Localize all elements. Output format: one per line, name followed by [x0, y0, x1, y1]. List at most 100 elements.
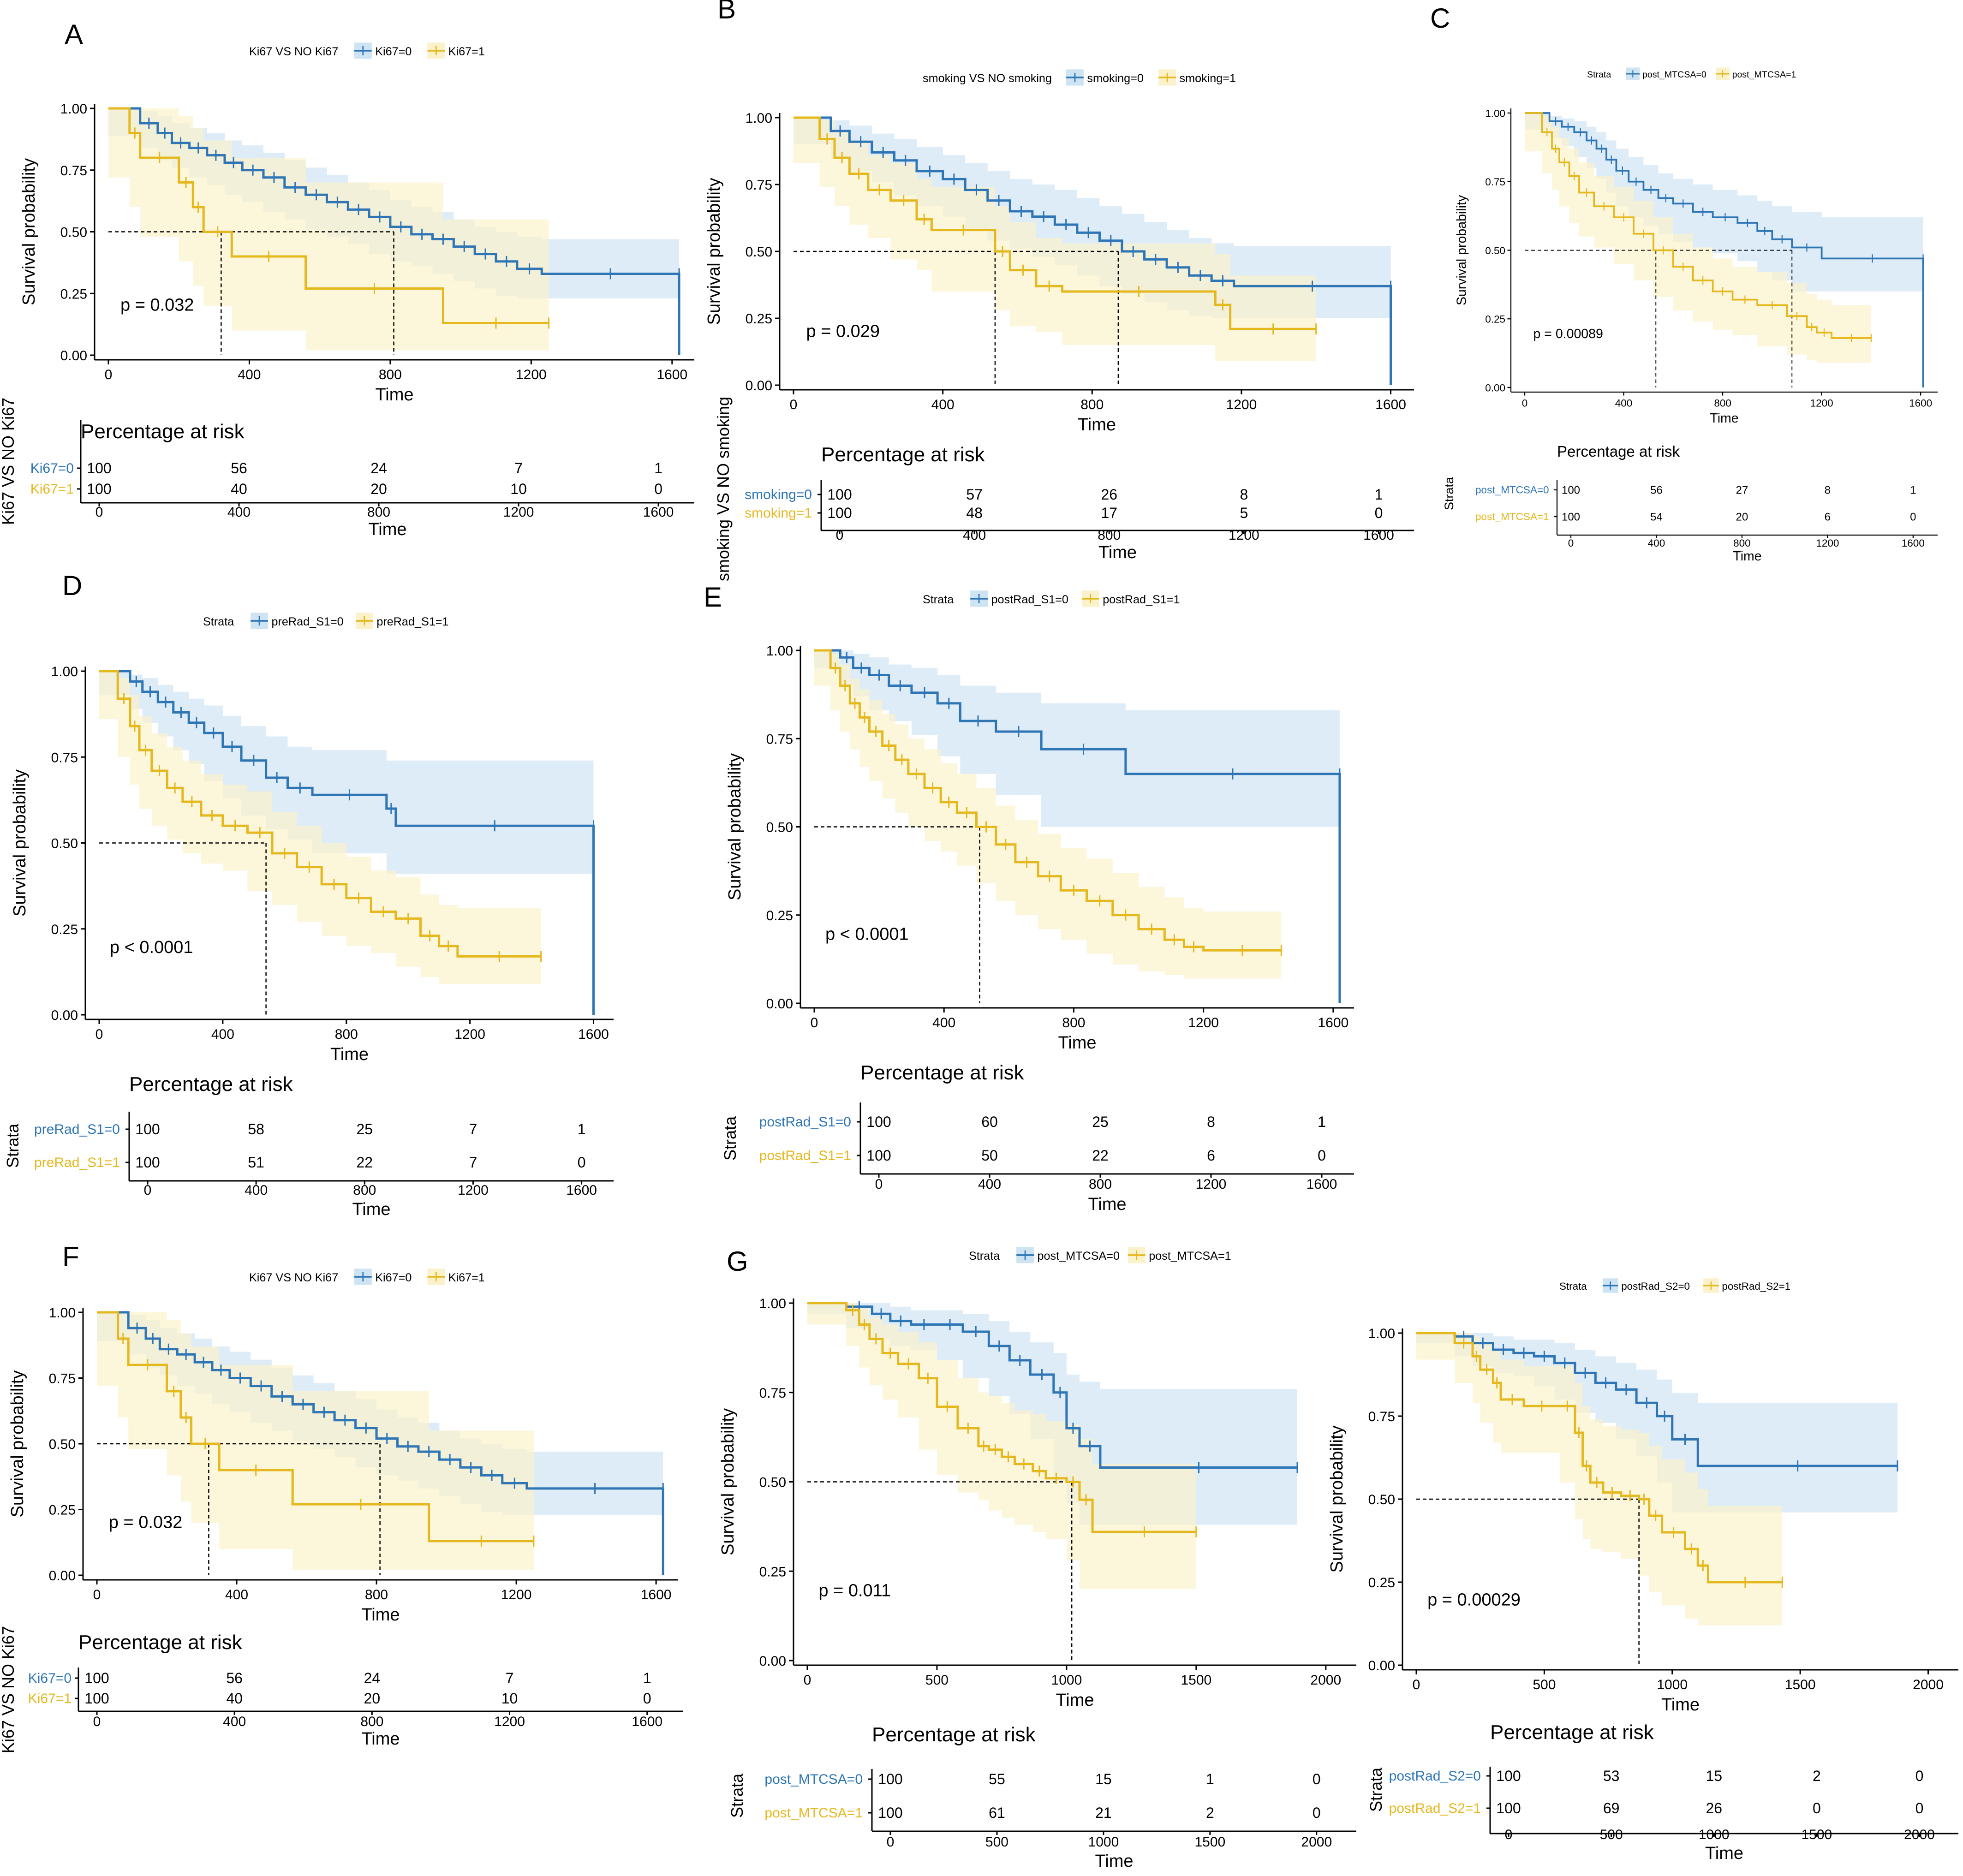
- y-tick-label: 0.75: [49, 1371, 76, 1387]
- legend-label: postRad_S1=0: [991, 593, 1068, 606]
- x-tick-label: 800: [1080, 397, 1104, 412]
- risk-table-time-label: Time: [1095, 1852, 1133, 1871]
- risk-value: 100: [878, 1805, 902, 1821]
- risk-table: Percentage at risk post_MTCSA=0 100 55 15 1 0 p…: [728, 1723, 1356, 1871]
- y-tick-label: 0.00: [766, 996, 793, 1012]
- risk-value: 0: [578, 1154, 586, 1171]
- risk-x-tick-label: 800: [1733, 537, 1751, 549]
- risk-value: 0: [1375, 505, 1383, 521]
- x-axis-title: Time: [1058, 1033, 1096, 1053]
- risk-table-time-label: Time: [361, 1729, 400, 1749]
- risk-x-tick-label: 0: [93, 1714, 101, 1729]
- risk-table-y-title: Ki67 VS NO Ki67: [0, 1626, 18, 1753]
- y-axis-title: Survival probability: [704, 178, 724, 325]
- risk-x-tick-label: 2000: [1301, 1834, 1332, 1850]
- risk-row-label: postRad_S1=0: [759, 1114, 851, 1130]
- x-tick-label: 1000: [1051, 1673, 1082, 1688]
- y-tick-label: 0.50: [60, 225, 87, 240]
- risk-table-time-label: Time: [1733, 549, 1761, 564]
- risk-value: 8: [1825, 484, 1831, 496]
- risk-x-tick-label: 1600: [632, 1714, 662, 1729]
- risk-x-tick-label: 1200: [503, 505, 534, 520]
- x-axis-title: Time: [330, 1045, 369, 1064]
- y-tick-label: 0.00: [1368, 1658, 1395, 1674]
- risk-value: 100: [827, 505, 852, 521]
- risk-x-tick-label: 1000: [1699, 1827, 1730, 1842]
- risk-table-y-title: smoking VS NO smoking: [714, 397, 733, 581]
- risk-value: 25: [1092, 1114, 1109, 1130]
- risk-table: Percentage at risksmoking=0 100 57 26 8 1smok…: [714, 397, 1414, 581]
- risk-value: 0: [1318, 1147, 1326, 1164]
- x-tick-label: 0: [1413, 1677, 1420, 1692]
- risk-x-tick-label: 2000: [1904, 1827, 1935, 1842]
- x-tick-label: 1200: [1226, 397, 1257, 412]
- y-tick-label: 0.75: [60, 163, 87, 179]
- risk-table-title: Percentage at risk: [1490, 1721, 1654, 1744]
- risk-x-tick-label: 1200: [1196, 1177, 1227, 1192]
- risk-value: 51: [248, 1154, 264, 1171]
- x-tick-label: 0: [93, 1587, 101, 1602]
- y-tick-label: 0.75: [51, 750, 78, 765]
- risk-x-tick-label: 0: [1568, 537, 1574, 549]
- risk-value: 100: [1562, 484, 1580, 496]
- x-tick-label: 800: [335, 1027, 358, 1042]
- risk-value: 10: [510, 481, 527, 497]
- risk-value: 100: [878, 1771, 902, 1787]
- risk-value: 15: [1095, 1771, 1112, 1787]
- x-axis-title: Time: [361, 1605, 400, 1625]
- risk-x-tick-label: 400: [1648, 537, 1665, 549]
- risk-value: 69: [1603, 1800, 1620, 1816]
- legend-label: post_MTCSA=1: [1732, 70, 1796, 80]
- x-tick-label: 1600: [1375, 397, 1406, 412]
- risk-x-tick-label: 1600: [566, 1183, 597, 1198]
- legend-title: smoking VS NO smoking: [923, 72, 1052, 85]
- legend-label: Ki67=0: [375, 45, 412, 58]
- y-tick-label: 0.00: [746, 378, 772, 393]
- risk-value: 56: [226, 1670, 243, 1686]
- x-tick-label: 800: [379, 367, 402, 382]
- risk-table: Percentage at riskpost_MTCSA=0 100 56 27 8 1p…: [1442, 443, 1938, 564]
- risk-x-tick-label: 1200: [1816, 537, 1839, 549]
- panel-letter: D: [62, 570, 82, 601]
- legend-title: Ki67 VS NO Ki67: [249, 45, 338, 58]
- y-tick-label: 0.50: [746, 244, 772, 260]
- legend: Strata postRad_S2=0 postRad_S2=1: [1559, 1278, 1790, 1292]
- x-axis-title: Time: [1710, 411, 1738, 426]
- legend-label: preRad_S1=1: [376, 615, 448, 628]
- km-panel-F: FKi67 VS NO Ki67 Ki67=0 Ki67=10.000.250.50…: [0, 1241, 683, 1753]
- risk-value: 0: [1915, 1800, 1924, 1816]
- y-tick-label: 0.75: [759, 1386, 786, 1401]
- risk-value: 61: [989, 1805, 1005, 1821]
- risk-value: 20: [1736, 511, 1748, 523]
- p-value: p = 0.032: [109, 1513, 183, 1532]
- legend-label: post_MTCSA=1: [1149, 1250, 1231, 1263]
- risk-x-tick-label: 0: [144, 1183, 152, 1198]
- risk-value: 40: [226, 1690, 243, 1707]
- risk-value: 56: [1650, 484, 1663, 496]
- risk-table-time-label: Time: [1705, 1844, 1743, 1863]
- risk-x-tick-label: 0: [1505, 1827, 1513, 1842]
- risk-row-label: smoking=0: [745, 487, 812, 502]
- risk-x-tick-label: 1600: [643, 505, 674, 520]
- panel-letter: C: [1430, 3, 1450, 34]
- risk-row-label: Ki67=0: [30, 461, 74, 476]
- y-tick-label: 0.00: [51, 1008, 78, 1023]
- risk-table-y-title: Strata: [3, 1123, 22, 1168]
- km-panel-B: Bsmoking VS NO smoking smoking=0 smoking=1…: [704, 0, 1414, 581]
- x-tick-label: 1600: [656, 367, 687, 382]
- risk-value: 25: [357, 1121, 373, 1138]
- y-axis-title: Survival probability: [1327, 1426, 1347, 1573]
- km-panel-C: CStrata post_MTCSA=0 post_MTCSA=10.000.250…: [1430, 3, 1938, 564]
- x-tick-label: 400: [931, 397, 955, 412]
- legend-title: Strata: [203, 615, 234, 628]
- legend-title: Strata: [923, 593, 954, 606]
- risk-value: 100: [84, 1670, 109, 1686]
- risk-x-tick-label: 800: [1089, 1177, 1112, 1192]
- y-tick-label: 0.25: [51, 922, 78, 937]
- legend-title: Strata: [1559, 1280, 1587, 1292]
- risk-x-tick-label: 800: [1098, 528, 1121, 543]
- risk-value: 58: [248, 1121, 264, 1138]
- risk-value: 7: [469, 1121, 477, 1138]
- risk-row-label: preRad_S1=0: [34, 1122, 120, 1137]
- y-tick-label: 0.25: [759, 1564, 786, 1579]
